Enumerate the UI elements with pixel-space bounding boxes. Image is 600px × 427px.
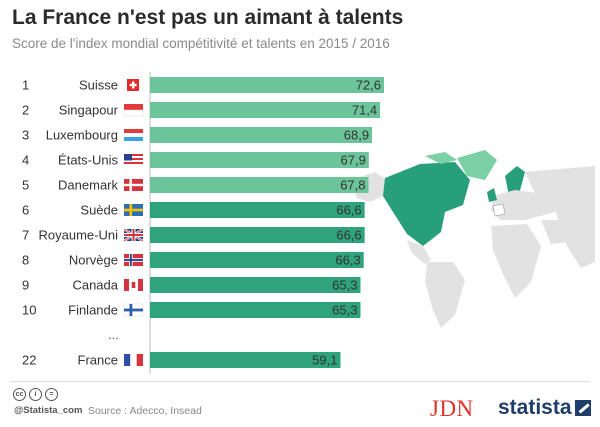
flag-se-icon: [124, 204, 143, 216]
flag-ch-icon: [127, 79, 139, 91]
jdn-logo[interactable]: JDN: [430, 396, 474, 421]
bar-us: [150, 152, 369, 168]
flag-dk-icon: [124, 179, 143, 191]
bar-sg: [150, 102, 381, 118]
country-label: Luxembourg: [46, 128, 118, 143]
bar-fr: [150, 352, 341, 368]
rank-label: 9: [22, 278, 29, 293]
country-label: États-Unis: [58, 153, 118, 168]
value-label: 65,3: [332, 278, 357, 293]
map-russia: [525, 166, 595, 212]
rank-label: 10: [22, 303, 36, 318]
value-label: 66,6: [336, 228, 361, 243]
country-label: Suisse: [79, 78, 118, 93]
rank-label: 2: [22, 103, 29, 118]
rank-label: 4: [22, 153, 29, 168]
country-label: France: [78, 353, 118, 368]
country-label: Singapour: [59, 103, 119, 118]
map-south-america: [425, 262, 465, 328]
map-arctic-islands: [425, 152, 457, 164]
bar-ch: [150, 77, 384, 93]
bar-se: [150, 202, 365, 218]
country-label: Danemark: [58, 178, 118, 193]
flag-fr-icon: [124, 354, 143, 366]
license-icons: cc i =: [13, 388, 58, 401]
flag-lu-icon: [124, 129, 143, 141]
map-uk: [487, 188, 497, 202]
country-label: Finlande: [68, 303, 118, 318]
chart-subtitle: Score de l'index mondial compétitivité e…: [12, 36, 390, 51]
country-label: Norvège: [69, 253, 118, 268]
rank-label: 1: [22, 78, 29, 93]
map-central-america: [407, 240, 431, 264]
flag-us-icon: [124, 154, 143, 166]
country-label: Royaume-Uni: [39, 228, 119, 243]
rank-label: 5: [22, 178, 29, 193]
value-label: 71,4: [352, 103, 377, 118]
bar-ca: [150, 277, 361, 293]
map-africa: [491, 224, 541, 298]
flag-gb-icon: [123, 227, 144, 243]
flag-sg-icon: [123, 104, 144, 117]
flag-no-icon: [124, 254, 143, 266]
rank-label: 7: [22, 228, 29, 243]
attribution-icon: i: [29, 388, 42, 401]
value-label: 68,9: [344, 128, 369, 143]
country-label: Canada: [72, 278, 118, 293]
country-label: Suède: [80, 203, 118, 218]
flag-fi-icon: [123, 303, 144, 317]
statista-handle: @Statista_com: [14, 405, 83, 416]
value-label: 72,6: [356, 78, 381, 93]
creative-commons-icon: cc: [13, 388, 26, 401]
value-label: 59,1: [312, 353, 337, 368]
no-derivatives-icon: =: [45, 388, 58, 401]
bar-chart: 1 Suisse 72,6 2 Singapour 71,4 3 Luxembourg 68,9…: [22, 72, 384, 374]
rank-label: 8: [22, 253, 29, 268]
value-label: 67,8: [340, 178, 365, 193]
flag-ca-icon: [124, 279, 143, 291]
bar-gb: [150, 227, 365, 243]
value-label: 67,9: [341, 153, 366, 168]
map-france: [492, 203, 506, 217]
map-north-america: [383, 162, 470, 246]
statista-wordmark: statista: [498, 396, 572, 419]
world-map-background: [350, 150, 595, 328]
value-label: 66,3: [335, 253, 360, 268]
value-label: 66,6: [336, 203, 361, 218]
bar-dk: [150, 177, 369, 193]
bar-lu: [150, 127, 373, 143]
rank-label: 6: [22, 203, 29, 218]
map-scandinavia: [505, 166, 525, 196]
statista-logo[interactable]: statista: [498, 396, 591, 420]
rank-label: 22: [22, 353, 36, 368]
chart-title: La France n'est pas un aimant à talents: [12, 6, 404, 29]
bar-no: [150, 252, 364, 268]
bar-fi: [150, 302, 361, 318]
map-asia: [555, 210, 595, 268]
rank-label: 3: [22, 128, 29, 143]
statista-arrow-icon: [574, 400, 591, 416]
map-greenland: [457, 150, 497, 180]
value-label: 65,3: [332, 303, 357, 318]
source-note: Source : Adecco, Insead: [88, 405, 202, 417]
gap-ellipsis: ...: [108, 327, 119, 342]
footer-divider: [10, 381, 590, 382]
